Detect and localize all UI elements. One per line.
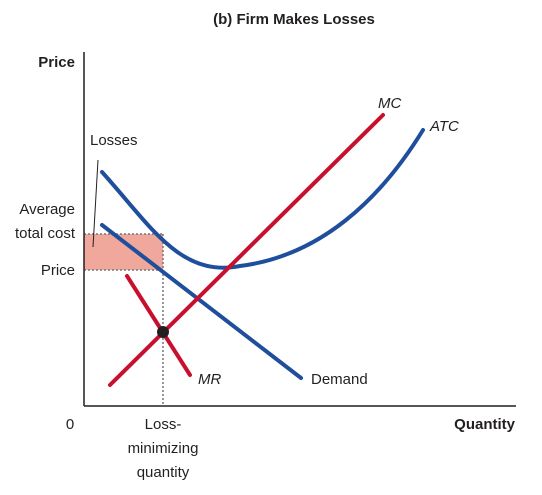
average-total-cost-label-line2: total cost [15,225,76,242]
mr-curve-label: MR [198,371,221,388]
average-total-cost-label-line1: Average [19,201,75,218]
axes [83,52,516,407]
origin-label: 0 [66,416,74,433]
guide-lines [84,233,164,406]
demand-curve-label: Demand [311,371,368,388]
atc-curve-label: ATC [429,118,459,135]
demand-curve [100,223,303,380]
loss-minimizing-quantity-label-line1: Loss- [145,416,182,433]
x-axis-label: Quantity [454,416,515,433]
loss-minimizing-quantity-label-line3: quantity [137,464,190,481]
mc-mr-intersection-point [157,326,169,338]
losses-label: Losses [90,132,138,149]
mr-curve [125,274,192,377]
price-label: Price [41,262,75,279]
atc-curve [100,128,425,270]
mc-curve-label: MC [378,95,401,112]
mc-curve [108,113,385,387]
diagram-title: (b) Firm Makes Losses [213,11,375,28]
y-axis-label: Price [38,54,75,71]
losses-leader-line [92,159,99,248]
loss-minimizing-quantity-label-line2: minimizing [128,440,199,457]
